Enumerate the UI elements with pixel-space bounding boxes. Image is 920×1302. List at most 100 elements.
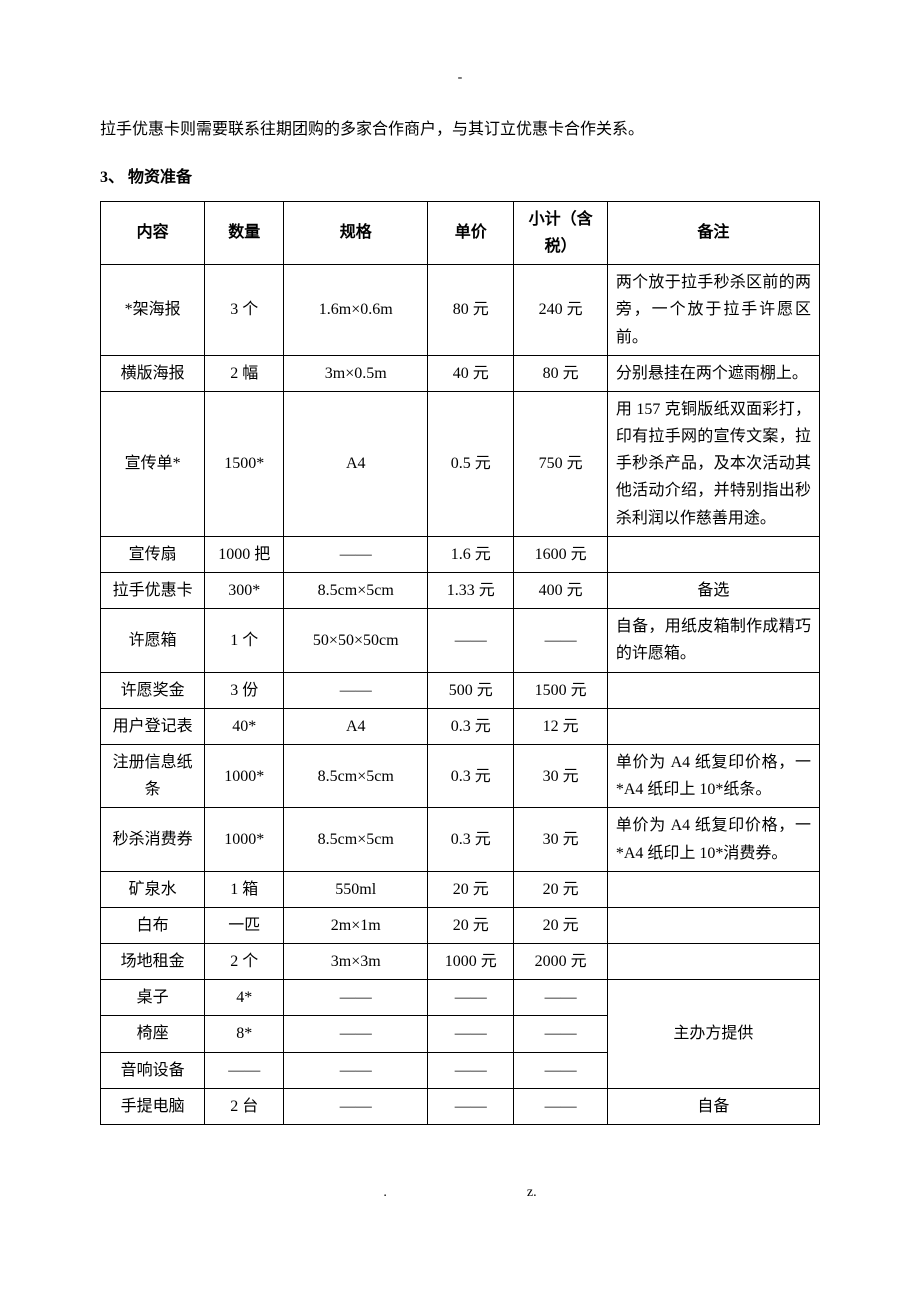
table-cell: 1 个 [205,609,284,672]
table-row: 场地租金2 个3m×3m1000 元2000 元 [101,944,820,980]
table-row: 拉手优惠卡300*8.5cm×5cm1.33 元400 元备选 [101,573,820,609]
table-cell: 3 份 [205,672,284,708]
table-cell: 8* [205,1016,284,1052]
table-cell: 场地租金 [101,944,205,980]
table-cell: —— [514,1088,607,1124]
table-cell: 1.33 元 [428,573,514,609]
table-cell: —— [428,1052,514,1088]
table-row: 白布一匹2m×1m20 元20 元 [101,907,820,943]
table-cell [607,672,819,708]
table-row: 注册信息纸条1000*8.5cm×5cm0.3 元30 元单价为 A4 纸复印价… [101,744,820,807]
table-cell: 0.3 元 [428,744,514,807]
table-cell: 50×50×50cm [284,609,428,672]
table-cell: 1500* [205,391,284,536]
table-cell: 0.5 元 [428,391,514,536]
table-cell: 300* [205,573,284,609]
table-cell: 0.3 元 [428,808,514,871]
table-row: 宣传扇1000 把——1.6 元1600 元 [101,536,820,572]
table-cell: 白布 [101,907,205,943]
materials-table: 内容 数量 规格 单价 小计（含税） 备注 *架海报3 个1.6m×0.6m80… [100,201,820,1125]
table-cell [607,871,819,907]
table-row: 桌子4*——————主办方提供 [101,980,820,1016]
table-cell: *架海报 [101,265,205,356]
th-spec: 规格 [284,201,428,264]
table-cell: 3m×0.5m [284,355,428,391]
table-cell: 1000 元 [428,944,514,980]
table-cell: 20 元 [428,871,514,907]
table-cell: 1.6 元 [428,536,514,572]
table-cell: 2 幅 [205,355,284,391]
table-cell [607,536,819,572]
table-cell: A4 [284,391,428,536]
table-cell: 备选 [607,573,819,609]
table-cell: 40* [205,708,284,744]
table-cell: —— [284,536,428,572]
table-cell: 单价为 A4 纸复印价格，一*A4 纸印上 10*消费券。 [607,808,819,871]
table-cell: 分别悬挂在两个遮雨棚上。 [607,355,819,391]
table-cell: 20 元 [428,907,514,943]
table-cell: 自备 [607,1088,819,1124]
table-cell: 0.3 元 [428,708,514,744]
page-footer: . z. [100,1185,820,1201]
table-cell: A4 [284,708,428,744]
table-row: 秒杀消费券1000*8.5cm×5cm0.3 元30 元单价为 A4 纸复印价格… [101,808,820,871]
table-cell [607,907,819,943]
table-cell: 用户登记表 [101,708,205,744]
table-cell: 80 元 [428,265,514,356]
table-cell: 2m×1m [284,907,428,943]
table-cell: 240 元 [514,265,607,356]
document-page: - 拉手优惠卡则需要联系往期团购的多家合作商户，与其订立优惠卡合作关系。 3、 … [0,0,920,1241]
page-header-mark: - [100,70,820,86]
table-cell: —— [514,980,607,1016]
table-cell: 2 台 [205,1088,284,1124]
table-cell: 桌子 [101,980,205,1016]
table-cell: 秒杀消费券 [101,808,205,871]
table-cell: 8.5cm×5cm [284,573,428,609]
table-cell: 750 元 [514,391,607,536]
table-cell [607,708,819,744]
table-cell: 1.6m×0.6m [284,265,428,356]
table-cell: 1 箱 [205,871,284,907]
table-cell: —— [428,980,514,1016]
table-cell: 12 元 [514,708,607,744]
th-note: 备注 [607,201,819,264]
table-cell: 两个放于拉手秒杀区前的两旁，一个放于拉手许愿区前。 [607,265,819,356]
table-cell: —— [514,1052,607,1088]
table-cell: 宣传单* [101,391,205,536]
table-cell: 拉手优惠卡 [101,573,205,609]
table-cell: 8.5cm×5cm [284,808,428,871]
footer-right: z. [527,1185,537,1201]
table-cell: 许愿奖金 [101,672,205,708]
table-cell: 宣传扇 [101,536,205,572]
table-cell: 3 个 [205,265,284,356]
table-row: 矿泉水1 箱550ml20 元20 元 [101,871,820,907]
table-row: *架海报3 个1.6m×0.6m80 元240 元两个放于拉手秒杀区前的两旁，一… [101,265,820,356]
table-cell: 3m×3m [284,944,428,980]
table-cell: 横版海报 [101,355,205,391]
th-qty: 数量 [205,201,284,264]
section-heading: 3、 物资准备 [100,163,820,187]
table-cell: 1000* [205,808,284,871]
table-cell [607,944,819,980]
table-cell: —— [284,672,428,708]
footer-left: . [383,1185,387,1201]
table-cell: 许愿箱 [101,609,205,672]
table-cell: —— [428,1016,514,1052]
table-row: 手提电脑2 台——————自备 [101,1088,820,1124]
table-cell: 一匹 [205,907,284,943]
table-cell: —— [284,980,428,1016]
table-row: 许愿箱1 个50×50×50cm————自备，用纸皮箱制作成精巧的许愿箱。 [101,609,820,672]
table-cell: 20 元 [514,871,607,907]
table-row: 许愿奖金3 份——500 元1500 元 [101,672,820,708]
table-cell: 2 个 [205,944,284,980]
table-cell: 40 元 [428,355,514,391]
table-cell: 8.5cm×5cm [284,744,428,807]
table-row: 横版海报2 幅3m×0.5m40 元80 元分别悬挂在两个遮雨棚上。 [101,355,820,391]
table-cell: 20 元 [514,907,607,943]
table-cell: 椅座 [101,1016,205,1052]
table-cell: 自备，用纸皮箱制作成精巧的许愿箱。 [607,609,819,672]
table-cell: 单价为 A4 纸复印价格，一*A4 纸印上 10*纸条。 [607,744,819,807]
table-cell: 主办方提供 [607,980,819,1089]
table-cell: 4* [205,980,284,1016]
th-price: 单价 [428,201,514,264]
